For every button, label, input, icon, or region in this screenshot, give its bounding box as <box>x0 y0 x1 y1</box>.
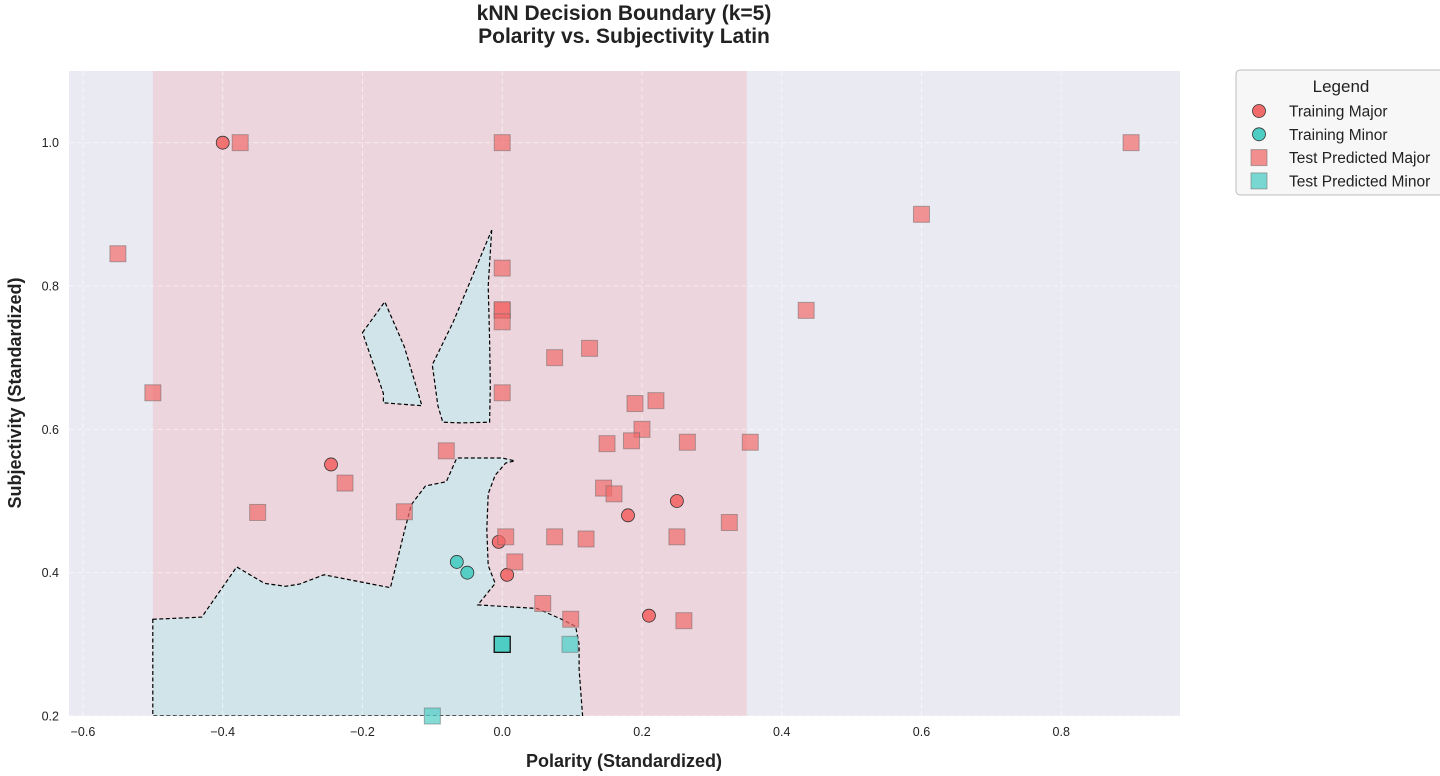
boundary-line-3 <box>431 229 493 424</box>
legend-label-training-minor: Training Minor <box>1289 127 1388 144</box>
test-predicted-major-point <box>493 134 511 152</box>
data-points <box>109 134 1140 725</box>
x-axis-label: Polarity (Standardized) <box>526 751 722 771</box>
training-major-point <box>670 494 684 508</box>
minor-region-3 <box>432 230 492 423</box>
y-axis-ticks: 0.2 0.4 0.6 0.8 1.0 <box>42 136 59 723</box>
test-predicted-major-point <box>534 594 552 612</box>
test-predicted-major-point <box>493 384 511 402</box>
test-predicted-major-point <box>577 530 595 548</box>
legend-label-test-predicted-minor: Test Predicted Minor <box>1289 173 1430 190</box>
test-predicted-minor-point <box>561 635 579 653</box>
legend-label-test-predicted-major: Test Predicted Major <box>1289 150 1430 167</box>
test-predicted-major-point <box>675 612 693 630</box>
legend-marker-training-major <box>1252 104 1266 118</box>
test-predicted-major-point <box>546 349 564 367</box>
y-tick-label: 0.4 <box>42 566 59 580</box>
decision-boundary-lines <box>152 229 584 716</box>
x-axis-ticks: −0.6 −0.4 −0.2 0.0 0.2 0.4 0.6 0.8 <box>71 725 1070 739</box>
test-predicted-major-point <box>912 205 930 223</box>
y-tick-label: 1.0 <box>42 136 59 150</box>
test-predicted-major-point <box>249 503 267 521</box>
chart-title-line-2: Polarity vs. Subjectivity Latin <box>478 25 770 48</box>
training-major-point <box>324 457 338 472</box>
test-predicted-minor-point <box>493 635 511 653</box>
test-predicted-major-point <box>1122 134 1140 152</box>
legend-frame <box>1235 69 1440 196</box>
training-major-point <box>642 608 656 623</box>
x-tick-label: 0.6 <box>913 725 930 739</box>
legend-marker-test-predicted-major <box>1250 149 1268 167</box>
legend-entries: Training Major Training Minor Test Predict… <box>1250 104 1430 190</box>
x-tick-label: 0.2 <box>633 725 650 739</box>
legend-marker-training-minor <box>1252 127 1266 142</box>
y-tick-label: 0.8 <box>42 280 59 294</box>
test-predicted-major-point <box>395 503 413 521</box>
test-predicted-major-point <box>231 134 249 152</box>
x-tick-label: −0.4 <box>210 725 235 739</box>
boundary-line-2 <box>361 300 423 407</box>
grid-lines <box>69 71 1180 717</box>
test-predicted-major-point <box>720 514 738 531</box>
training-major-point <box>621 508 635 523</box>
x-tick-label: −0.6 <box>71 725 96 739</box>
test-predicted-major-point <box>506 553 524 571</box>
legend-marker-test-predicted-minor <box>1250 172 1268 190</box>
test-predicted-major-point <box>678 433 696 451</box>
test-predicted-major-point <box>581 339 599 357</box>
minor-region-1 <box>152 458 583 716</box>
test-predicted-major-point <box>546 528 564 546</box>
test-predicted-major-point <box>493 313 511 331</box>
test-predicted-major-point <box>668 528 686 546</box>
test-predicted-major-point <box>109 245 127 263</box>
test-predicted-major-point <box>598 435 616 453</box>
test-predicted-major-point <box>493 259 511 277</box>
test-predicted-major-point <box>144 384 162 402</box>
test-predicted-major-point <box>562 610 580 628</box>
legend-title: Legend <box>1313 77 1370 96</box>
test-predicted-major-point <box>797 301 815 319</box>
boundary-line-1 <box>152 457 584 716</box>
test-predicted-minor-point <box>423 707 441 725</box>
x-tick-label: −0.2 <box>350 725 375 739</box>
chart-title-line-1: kNN Decision Boundary (k=5) <box>477 2 772 25</box>
minor-region-2 <box>362 301 422 406</box>
test-predicted-major-point <box>647 392 665 410</box>
test-predicted-major-point <box>605 485 623 503</box>
test-predicted-major-point <box>741 433 759 451</box>
legend: Legend Training Major Training Minor Test … <box>1235 69 1440 196</box>
y-axis-label: Subjectivity (Standardized) <box>5 277 25 508</box>
test-predicted-major-point <box>622 432 640 450</box>
x-tick-label: 0.4 <box>773 725 790 739</box>
y-tick-label: 0.6 <box>42 423 59 437</box>
legend-label-training-major: Training Major <box>1289 104 1388 121</box>
training-minor-point <box>449 555 464 569</box>
training-major-point <box>215 135 230 150</box>
training-minor-point <box>460 565 475 580</box>
x-tick-label: 0.8 <box>1053 725 1070 739</box>
x-tick-label: 0.0 <box>494 725 511 739</box>
y-tick-label: 0.2 <box>42 710 59 724</box>
test-predicted-major-point <box>626 395 644 413</box>
test-predicted-major-point <box>437 442 455 460</box>
test-predicted-major-point <box>497 528 515 546</box>
test-predicted-major-point <box>336 474 354 492</box>
